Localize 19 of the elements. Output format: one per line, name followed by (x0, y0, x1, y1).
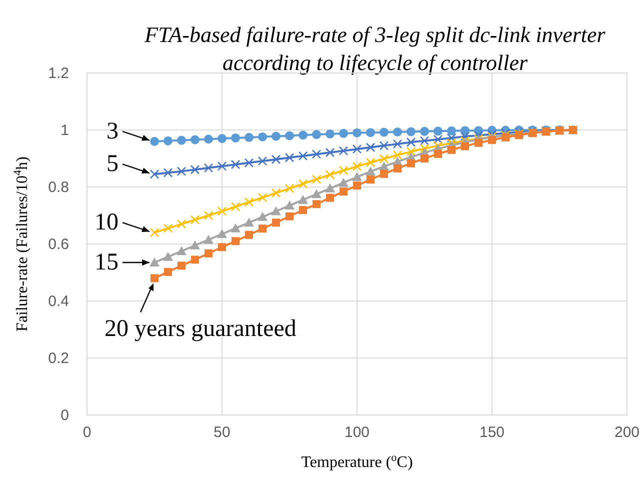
x-tick-label: 50 (214, 424, 230, 441)
x-tick-label: 150 (479, 424, 505, 441)
x-tick-label: 100 (344, 424, 370, 441)
y-tick-label: 1.2 (48, 65, 69, 82)
x-axis-title: Temperature ($^{o}$C) (301, 452, 413, 471)
annotation: 10 (94, 210, 118, 236)
y-tick-label: 0.6 (48, 236, 69, 253)
y-tick-label: 0.8 (48, 179, 69, 196)
y-tick-label: 0 (60, 407, 69, 424)
x-tick-label: 200 (614, 424, 640, 441)
annotation: 15 (94, 250, 118, 276)
annotation: 3 (106, 118, 118, 144)
annotation: 5 (106, 151, 118, 178)
annotation: 20 years guaranteed (104, 316, 296, 342)
y-tick-label: 1 (60, 122, 69, 139)
x-tick-label: 0 (82, 424, 92, 441)
chart-title: FTA-based failure-rate of 3-leg split dc-link inverter according to lifecycle of controller (144, 22, 606, 75)
y-tick-label: 0.2 (48, 350, 69, 367)
y-tick-label: 0.4 (48, 293, 69, 310)
